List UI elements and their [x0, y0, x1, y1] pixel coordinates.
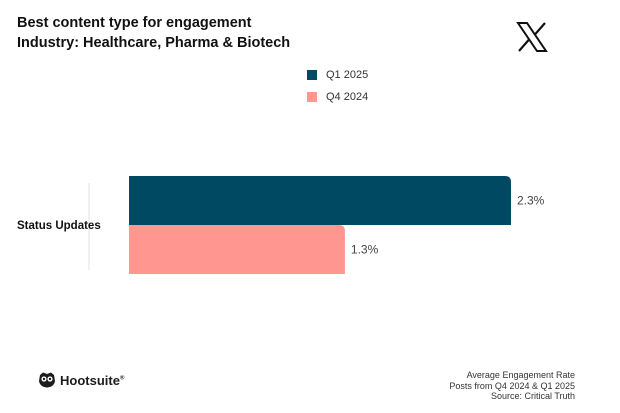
legend: Q1 2025 Q4 2024	[307, 68, 368, 112]
legend-label-q4-2024: Q4 2024	[326, 91, 369, 103]
legend-label-q1-2025: Q1 2025	[326, 69, 369, 81]
chart-subtitle: Industry: Healthcare, Pharma & Biotech	[17, 35, 291, 51]
legend-item-q1-2025: Q1 2025	[307, 68, 368, 82]
bar-q1-2025	[129, 176, 511, 225]
legend-swatch-q1-2025	[307, 70, 317, 80]
brand-name: Hootsuite®	[60, 372, 125, 388]
footer-note-metric: Average Engagement Rate	[466, 370, 575, 380]
hootsuite-brand: Hootsuite®	[38, 372, 124, 388]
legend-swatch-q4-2024	[307, 92, 317, 102]
owl-logo-icon	[39, 372, 55, 388]
footer-note-period: Posts from Q4 2024 & Q1 2025	[449, 380, 575, 391]
footer-note-source: Source: Critical Truth	[490, 391, 575, 401]
brand-registered-mark: ®	[119, 375, 125, 382]
bar-q4-2024	[129, 225, 345, 274]
data-label-q4-2024: 1.3%	[351, 243, 379, 257]
x-logo-icon	[516, 22, 548, 52]
category-label: Status Updates	[17, 220, 101, 232]
chart-title: Best content type for engagement	[17, 15, 252, 31]
legend-item-q4-2024: Q4 2024	[307, 90, 368, 104]
data-label-q1-2025: 2.3%	[517, 194, 545, 208]
footer-notes: Average Engagement Rate Posts from Q4 20…	[449, 370, 575, 402]
